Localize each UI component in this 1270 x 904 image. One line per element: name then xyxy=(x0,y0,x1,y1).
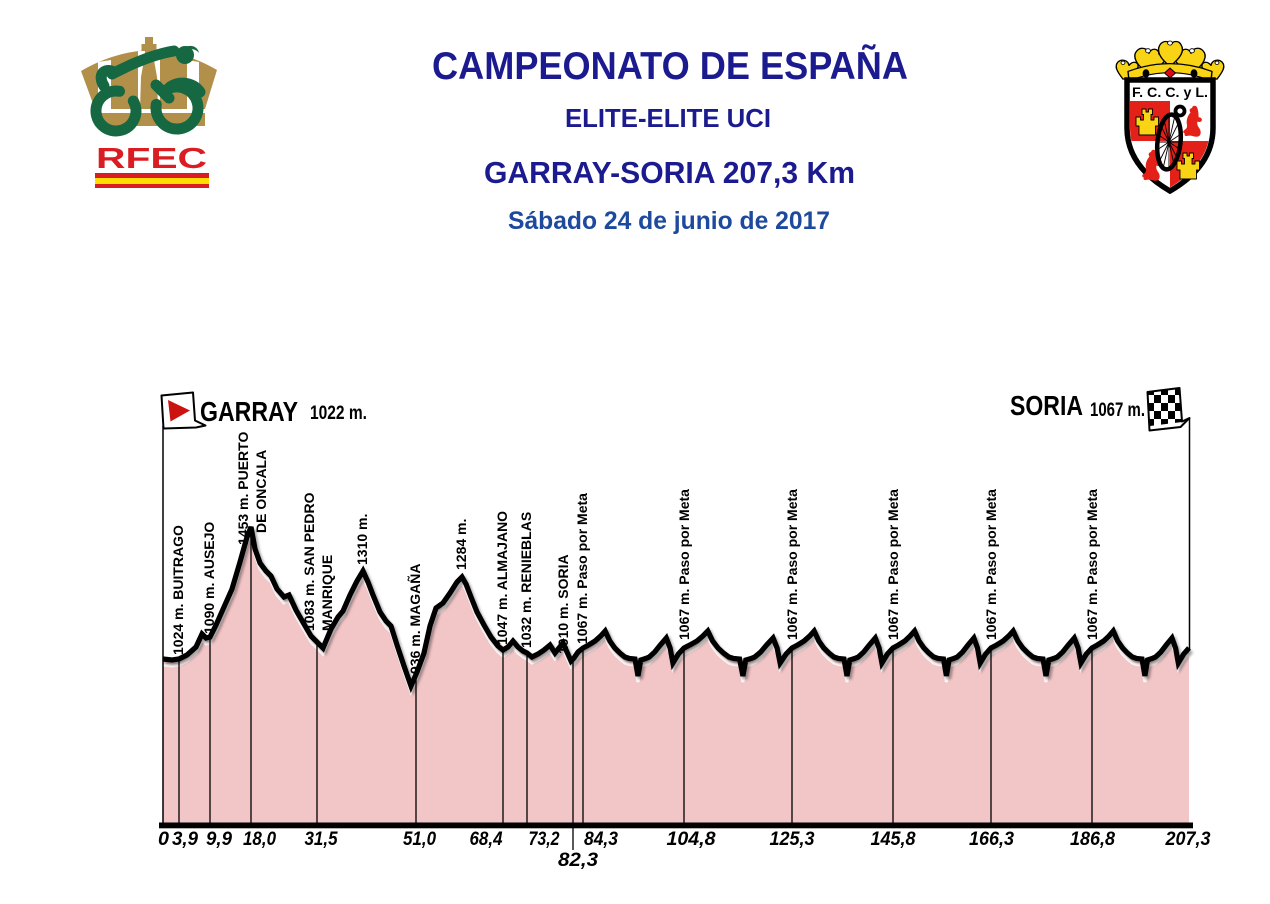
svg-text:1047 m. ALMAJANO: 1047 m. ALMAJANO xyxy=(494,511,510,645)
svg-text:1067 m.: 1067 m. xyxy=(1090,400,1145,421)
svg-text:936 m. MAGAÑA: 936 m. MAGAÑA xyxy=(406,564,423,674)
svg-text:MANRIQUE: MANRIQUE xyxy=(319,555,335,631)
svg-text:31,5: 31,5 xyxy=(305,828,339,850)
svg-text:207,3: 207,3 xyxy=(1165,828,1211,850)
svg-text:GARRAY: GARRAY xyxy=(200,396,298,427)
svg-text:104,8: 104,8 xyxy=(667,828,716,850)
svg-text:1067 m. Paso por Meta: 1067 m. Paso por Meta xyxy=(574,493,590,644)
svg-text:0: 0 xyxy=(158,828,169,850)
svg-text:1453 m. PUERTO: 1453 m. PUERTO xyxy=(235,432,251,545)
svg-text:RFEC: RFEC xyxy=(96,143,207,175)
svg-text:18,0: 18,0 xyxy=(243,828,276,850)
svg-text:SORIA: SORIA xyxy=(1010,390,1083,421)
svg-text:68,4: 68,4 xyxy=(470,828,503,850)
svg-text:125,3: 125,3 xyxy=(770,828,815,850)
svg-text:1022 m.: 1022 m. xyxy=(310,403,367,424)
svg-text:1083 m. SAN PEDRO: 1083 m. SAN PEDRO xyxy=(301,492,317,631)
svg-text:186,8: 186,8 xyxy=(1070,828,1115,850)
svg-text:145,8: 145,8 xyxy=(871,828,916,850)
svg-text:1067 m. Paso por Meta: 1067 m. Paso por Meta xyxy=(1084,489,1100,640)
svg-text:1067 m. Paso por Meta: 1067 m. Paso por Meta xyxy=(885,489,901,640)
svg-text:1310 m.: 1310 m. xyxy=(354,514,370,565)
svg-text:DE ONCALA: DE ONCALA xyxy=(253,450,269,533)
svg-text:1010 m. SORIA: 1010 m. SORIA xyxy=(555,554,571,654)
svg-text:82,3: 82,3 xyxy=(558,849,598,871)
svg-text:Sábado 24 de junio de 2017: Sábado 24 de junio de 2017 xyxy=(508,207,830,235)
svg-text:1067 m. Paso por Meta: 1067 m. Paso por Meta xyxy=(983,489,999,640)
svg-text:GARRAY-SORIA 207,3 Km: GARRAY-SORIA 207,3 Km xyxy=(484,155,855,190)
svg-text:1090 m. AUSEJO: 1090 m. AUSEJO xyxy=(201,522,217,634)
svg-text:73,2: 73,2 xyxy=(529,828,560,850)
svg-text:1067 m. Paso por Meta: 1067 m. Paso por Meta xyxy=(784,489,800,640)
svg-text:1067 m. Paso por Meta: 1067 m. Paso por Meta xyxy=(676,489,692,640)
svg-text:CAMPEONATO DE ESPAÑA: CAMPEONATO DE ESPAÑA xyxy=(432,44,908,88)
svg-text:1032 m. RENIEBLAS: 1032 m. RENIEBLAS xyxy=(518,512,534,648)
svg-text:9,9: 9,9 xyxy=(206,828,232,850)
svg-text:3,9: 3,9 xyxy=(172,828,198,850)
svg-text:F. C. C. y L.: F. C. C. y L. xyxy=(1132,85,1208,100)
svg-text:166,3: 166,3 xyxy=(969,828,1014,850)
svg-text:1284 m.: 1284 m. xyxy=(453,519,469,570)
svg-text:84,3: 84,3 xyxy=(584,828,618,850)
svg-text:ELITE-ELITE UCI: ELITE-ELITE UCI xyxy=(565,103,771,133)
svg-text:1024 m. BUITRAGO: 1024 m. BUITRAGO xyxy=(170,525,186,655)
svg-text:51,0: 51,0 xyxy=(403,828,436,850)
